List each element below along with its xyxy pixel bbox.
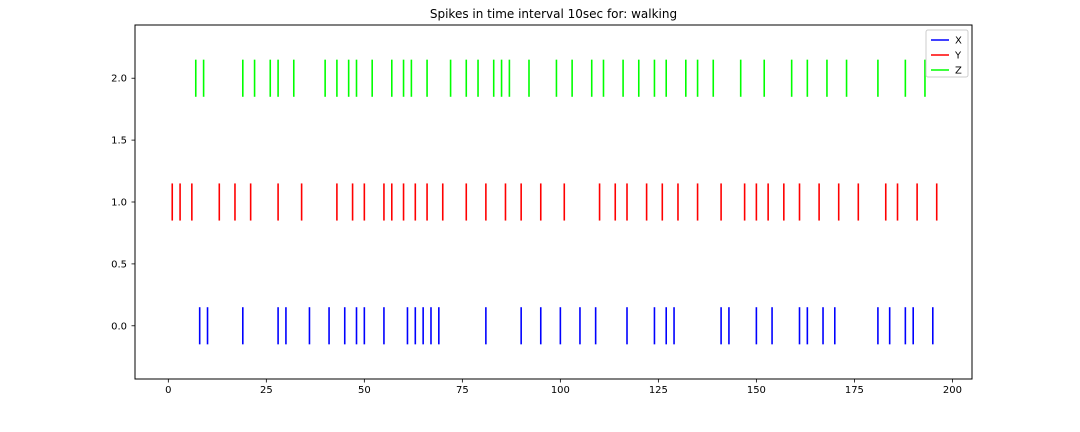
- legend-item-y: Y: [931, 51, 962, 62]
- y-tick-label: 0.0: [111, 321, 127, 332]
- legend-box: [925, 29, 969, 78]
- x-tick-label: 175: [845, 385, 864, 396]
- series-x-spikes: [198, 307, 934, 345]
- spike-marks: [171, 59, 938, 345]
- legend-label: Y: [954, 51, 962, 62]
- x-tick-label: 150: [747, 385, 766, 396]
- x-tick-label: 75: [456, 385, 469, 396]
- series-z-spikes: [194, 59, 926, 97]
- x-axis: 0 25 50 75 100 125 150 175 200: [165, 379, 962, 396]
- legend-item-x: X: [931, 36, 962, 47]
- x-tick-label: 100: [551, 385, 570, 396]
- legend: XYZ: [925, 29, 969, 78]
- x-tick-label: 25: [260, 385, 273, 396]
- y-tick-label: 0.5: [111, 259, 127, 270]
- x-tick-label: 0: [165, 385, 171, 396]
- x-tick-label: 200: [943, 385, 962, 396]
- legend-item-z: Z: [931, 66, 962, 77]
- y-tick-label: 2.0: [111, 74, 127, 85]
- x-tick-label: 50: [358, 385, 371, 396]
- y-tick-label: 1.5: [111, 136, 127, 147]
- y-axis: 0.0 0.5 1.0 1.5 2.0: [111, 74, 135, 332]
- legend-label: Z: [955, 66, 962, 77]
- legend-label: X: [955, 36, 962, 47]
- chart-title: Spikes in time interval 10sec for: walki…: [430, 7, 677, 21]
- y-tick-label: 1.0: [111, 198, 127, 209]
- x-tick-label: 125: [649, 385, 668, 396]
- series-y-spikes: [171, 183, 938, 221]
